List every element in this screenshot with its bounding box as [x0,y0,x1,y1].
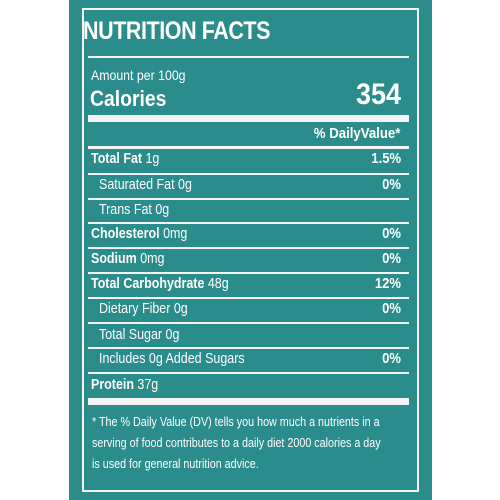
cholesterol-row: Cholesterol 0mg [91,226,187,242]
sodium-row: Sodium 0mg [91,251,164,267]
divider [88,222,409,224]
total-carbohydrate-dv: 12% [374,276,401,292]
added-sugars-dv: 0% [382,351,401,367]
sodium-dv: 0% [382,251,401,267]
footnote-line: serving of food contributes to a daily d… [92,436,381,450]
divider [88,173,409,175]
nutrition-facts-title: NUTRITION FACTS [83,17,271,45]
protein-label: Protein [91,377,134,393]
added-sugars-label: Includes 0g Added Sugars [99,351,245,367]
nutrition-label-border [82,8,419,492]
divider [88,322,409,324]
total-sugar-label: Total Sugar 0g [99,327,180,343]
divider-thick [88,398,409,405]
footnote-line: is used for general nutrition advice. [92,457,259,471]
divider [88,297,409,299]
divider [88,56,409,58]
total-fat-row: Total Fat 1g [91,151,159,167]
divider [88,247,409,249]
sodium-label: Sodium [91,251,137,267]
total-carbohydrate-row: Total Carbohydrate 48g [91,276,229,292]
calories-label: Calories [90,86,167,111]
saturated-fat-dv: 0% [382,177,401,193]
trans-fat-label: Trans Fat 0g [99,202,170,218]
dietary-fiber-dv: 0% [382,301,401,317]
total-carbohydrate-amount: 48g [204,276,229,292]
total-fat-label: Total Fat [91,151,143,167]
total-fat-amount: 1g [142,151,160,167]
saturated-fat-label: Saturated Fat 0g [99,177,192,193]
cholesterol-dv: 0% [382,226,401,242]
divider [88,372,409,374]
total-carbohydrate-label: Total Carbohydrate [91,276,205,292]
daily-value-header: % DailyValue* [313,125,400,142]
divider [88,272,409,274]
divider [88,198,409,200]
cholesterol-label: Cholesterol [91,226,160,242]
footnote-line: * The % Daily Value (DV) tells you how m… [92,415,380,429]
sodium-amount: 0mg [136,251,165,267]
cholesterol-amount: 0mg [159,226,188,242]
serving-amount: Amount per 100g [91,67,186,83]
nutrition-panel [69,0,432,500]
divider-medium [88,146,409,149]
divider [88,347,409,349]
calories-value: 354 [355,78,401,111]
total-fat-dv: 1.5% [371,151,401,167]
protein-amount: 37g [133,377,159,393]
dietary-fiber-label: Dietary Fiber 0g [99,301,188,317]
footnote: * The % Daily Value (DV) tells you how m… [92,412,402,475]
divider-thick [88,115,409,122]
protein-row: Protein 37g [91,377,158,393]
